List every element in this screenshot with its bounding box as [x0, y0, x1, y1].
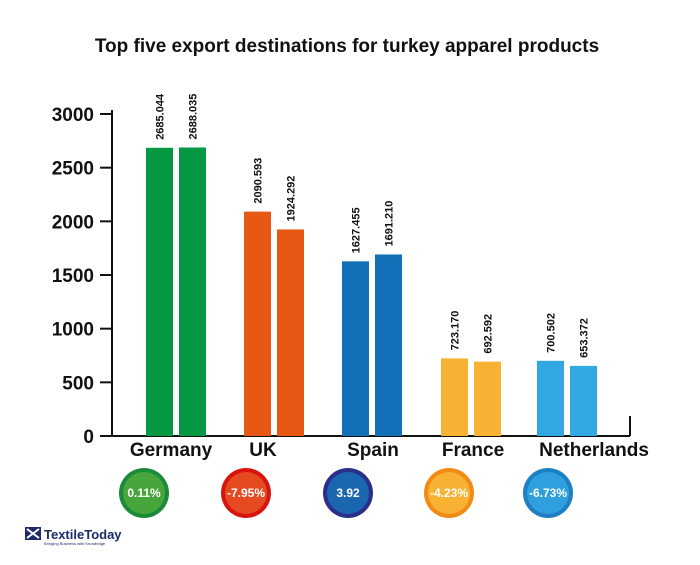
- change-badge-label: 3.92: [336, 486, 360, 500]
- data-label: 653.372: [579, 318, 591, 358]
- bar: [570, 365, 597, 436]
- y-tick-label: 0: [83, 427, 94, 448]
- change-badge-label: 0.11%: [127, 486, 161, 500]
- category-label: Germany: [130, 440, 213, 461]
- logo-mark-cross: [26, 528, 40, 539]
- category-label: Netherlands: [539, 440, 649, 461]
- bar: [375, 254, 402, 436]
- bar: [146, 147, 173, 436]
- data-label: 1627.455: [351, 207, 363, 253]
- change-badge: [428, 472, 470, 514]
- data-labels: 2685.044 2688.035 2090.593 1924.292 1627.455…: [155, 93, 591, 358]
- category-labels: Germany UK Spain France Netherlands: [130, 440, 649, 461]
- change-badge: [327, 472, 369, 514]
- bar: [441, 358, 468, 436]
- bar: [342, 261, 369, 436]
- y-tick-label: 3000: [52, 105, 94, 126]
- logo-tagline: Bringing Business with Knowledge: [44, 541, 106, 546]
- change-badge-label: -4.23%: [430, 486, 468, 500]
- data-label: 2685.044: [155, 93, 167, 140]
- bar: [537, 360, 564, 436]
- chart-title: Top five export destinations for turkey …: [95, 36, 599, 57]
- change-badge: [123, 472, 165, 514]
- data-label: 723.170: [450, 311, 462, 351]
- bar: [277, 229, 304, 436]
- category-label: France: [442, 440, 504, 461]
- y-tick-label: 2000: [52, 212, 94, 233]
- category-label: UK: [249, 440, 277, 461]
- bars: [146, 147, 597, 436]
- bar: [179, 147, 206, 436]
- data-label: 692.592: [483, 314, 495, 354]
- data-label: 700.502: [546, 313, 558, 353]
- logo-name: TextileToday: [44, 527, 122, 542]
- y-tick-label: 1500: [52, 266, 94, 287]
- data-label: 1924.292: [286, 176, 298, 222]
- change-badge-label: -6.73%: [529, 486, 567, 500]
- data-label: 2090.593: [253, 158, 265, 204]
- bar: [244, 211, 271, 436]
- change-badge-label: -7.95%: [227, 486, 265, 500]
- change-badge: [527, 472, 569, 514]
- category-label: Spain: [347, 440, 399, 461]
- textile-today-logo: TextileToday Bringing Business with Know…: [25, 527, 122, 546]
- data-label: 1691.210: [384, 201, 396, 247]
- change-badge: [225, 472, 267, 514]
- bar: [474, 361, 501, 436]
- y-tick-label: 2500: [52, 159, 94, 180]
- data-label: 2688.035: [188, 94, 200, 140]
- y-tick-label: 1000: [52, 320, 94, 341]
- change-badges: 0.11% -7.95% 3.92 -4.23% -6.73%: [119, 468, 573, 518]
- y-tick-label: 500: [62, 373, 94, 394]
